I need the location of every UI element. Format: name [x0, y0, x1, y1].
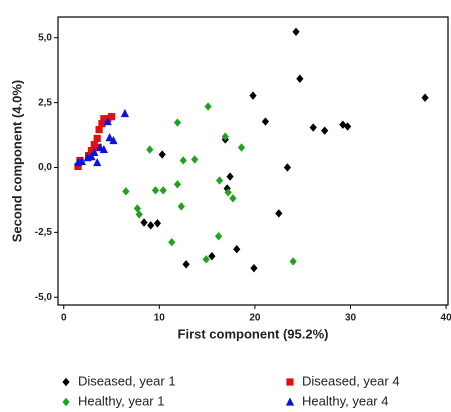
- point: [182, 260, 190, 269]
- point: [168, 238, 176, 247]
- point: [237, 143, 246, 152]
- point: [140, 218, 148, 227]
- x-tick-label: 10: [154, 313, 166, 324]
- point: [177, 202, 185, 211]
- point: [100, 115, 108, 123]
- legend-label: Diseased, year 4: [302, 373, 400, 388]
- point: [229, 194, 237, 203]
- point: [135, 210, 143, 219]
- point: [153, 219, 162, 228]
- legend-marker: [62, 397, 70, 407]
- point: [105, 133, 114, 142]
- point: [339, 120, 347, 129]
- point: [421, 93, 429, 102]
- point: [159, 186, 167, 195]
- point: [122, 187, 130, 196]
- x-tick-label: 20: [249, 313, 261, 324]
- point: [95, 126, 103, 134]
- point: [224, 188, 232, 197]
- point: [202, 255, 210, 264]
- point: [283, 163, 292, 172]
- point: [77, 156, 86, 166]
- point: [120, 108, 130, 118]
- legend-label: Healthy, year 4: [302, 393, 388, 408]
- x-axis-label: First component (95.2%): [178, 326, 329, 341]
- point: [226, 172, 234, 181]
- point: [98, 120, 106, 128]
- x-tick-label: 0: [61, 313, 67, 324]
- point: [275, 209, 283, 218]
- point: [289, 257, 297, 266]
- point: [151, 186, 160, 195]
- plot-frame: [57, 16, 449, 306]
- point: [208, 252, 216, 261]
- point: [296, 74, 304, 83]
- y-axis-label: Second component (4.0%): [9, 80, 24, 243]
- point: [309, 123, 317, 132]
- point: [321, 126, 329, 135]
- legend-label: Healthy, year 1: [78, 393, 164, 408]
- point: [204, 102, 212, 111]
- point: [147, 221, 155, 230]
- x-tick-label: 40: [441, 313, 451, 324]
- point: [74, 162, 82, 171]
- point: [221, 132, 229, 141]
- point: [93, 157, 102, 167]
- point: [191, 155, 199, 164]
- point: [292, 27, 300, 36]
- point: [107, 113, 116, 121]
- legend-marker: [62, 377, 70, 387]
- point: [87, 147, 96, 155]
- point: [90, 141, 98, 149]
- legend-marker: [286, 378, 294, 386]
- point: [233, 245, 241, 254]
- point: [93, 134, 101, 143]
- y-tick-label: 0,0: [38, 162, 52, 173]
- point: [76, 156, 84, 165]
- y-tick-label: -5,0: [35, 292, 53, 303]
- x-tick-label: 30: [345, 313, 357, 324]
- point: [344, 122, 352, 131]
- point: [214, 232, 223, 241]
- point: [90, 147, 99, 157]
- y-tick-label: -2,5: [35, 227, 53, 238]
- point: [261, 117, 270, 126]
- y-tick-label: 5,0: [38, 32, 52, 43]
- point: [99, 144, 108, 154]
- point: [173, 180, 182, 189]
- point: [87, 151, 96, 161]
- point: [250, 263, 258, 273]
- legend-marker: [285, 397, 295, 406]
- point: [249, 91, 257, 100]
- y-tick-label: 2,5: [38, 97, 52, 108]
- point: [173, 118, 182, 127]
- point: [146, 145, 154, 154]
- point: [179, 156, 187, 165]
- point: [215, 176, 224, 185]
- point: [103, 116, 112, 126]
- point: [158, 150, 166, 159]
- legend-label: Diseased, year 1: [78, 373, 176, 388]
- point: [109, 135, 118, 145]
